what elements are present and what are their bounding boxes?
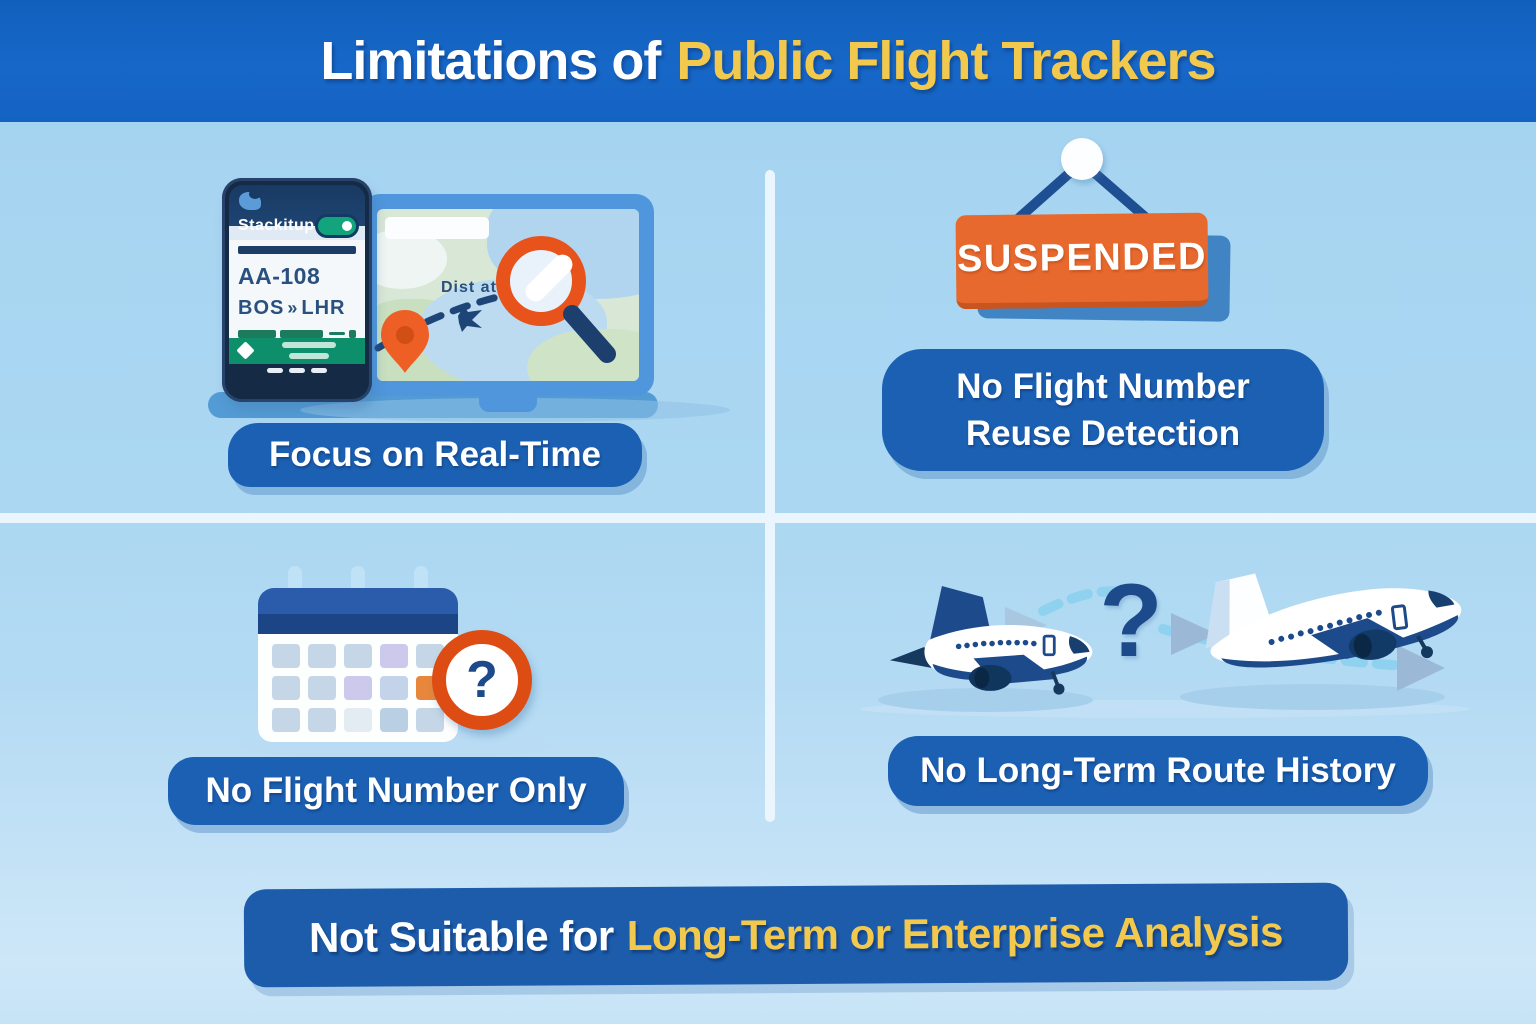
map-search-bar (385, 217, 489, 239)
title-banner: Limitations of Public Flight Trackers (0, 0, 1536, 122)
calendar-day-cell (344, 676, 372, 700)
location-pin-icon (381, 310, 429, 373)
flight-number: AA-108 (238, 262, 321, 289)
footer-text: Not Suitable for Long-Term or Enterprise … (309, 908, 1283, 962)
caption-line-1: No Flight Number (956, 366, 1250, 406)
airplane-right-icon (1205, 573, 1462, 668)
calendar-day-cell (308, 708, 336, 732)
airplane-left-icon (889, 586, 1093, 695)
flight-route: BOS» LHR (238, 297, 356, 320)
caption-text: No Flight Number Reuse Detection (956, 363, 1250, 458)
title-prefix: Limitations of (320, 31, 661, 91)
toggle-switch-icon (318, 217, 356, 235)
caption-text: No Flight Number Only (205, 771, 587, 810)
calendar-day-cell (380, 708, 408, 732)
calendar-day-cell (416, 708, 444, 732)
dashed-route-line (1038, 586, 1128, 616)
calendar-day-cell (272, 676, 300, 700)
route-arrow-icon (1397, 645, 1445, 691)
phone-footer-button (229, 337, 365, 365)
calendar-day-cell (344, 708, 372, 732)
caption-no-long-term-route-history: No Long-Term Route History (888, 736, 1428, 806)
footer-banner: Not Suitable for Long-Term or Enterprise … (243, 882, 1349, 988)
bird-logo-icon (239, 189, 261, 210)
calendar-day-cell (380, 644, 408, 668)
suspended-sign: SUSPENDED (955, 212, 1209, 310)
caption-text: No Long-Term Route History (920, 751, 1396, 790)
calendar-day-cell (380, 676, 408, 700)
laptop-stand (479, 394, 537, 412)
route-arrow-icon: » (287, 297, 299, 318)
route-plane-icon (458, 306, 482, 332)
map-cloud-shape (377, 229, 447, 289)
route-arrow-icon (1171, 613, 1217, 655)
phone-screen: Stackitup AA-108 BOS» LHR (229, 185, 365, 377)
vertical-divider (765, 170, 775, 822)
phone-illustration: Stackitup AA-108 BOS» LHR (222, 178, 372, 402)
phone-home-bar (229, 364, 365, 377)
calendar-day-cell (308, 676, 336, 700)
calendar-day-cell (344, 644, 372, 668)
route-destination: LHR (301, 296, 346, 319)
caption-no-flight-number-reuse-detection: No Flight Number Reuse Detection (882, 349, 1324, 471)
question-badge-glyph: ? (466, 651, 498, 709)
footer-text-bars (262, 342, 355, 360)
status-text-bars (238, 329, 356, 338)
sign-hook-circle (1061, 138, 1103, 180)
magnifier-icon (496, 236, 616, 363)
route-origin: BOS (238, 296, 285, 319)
map-route-overlay (374, 236, 616, 373)
phone-app-header: Stackitup (229, 185, 365, 235)
suspended-sign-text: SUSPENDED (956, 235, 1208, 280)
footer-highlight: Long-Term or Enterprise Analysis (626, 908, 1284, 960)
calendar-header (258, 588, 458, 634)
caption-focus-on-real-time: Focus on Real-Time (228, 423, 642, 487)
calendar-day-cell (272, 708, 300, 732)
calendar-day-cell (272, 644, 300, 668)
question-mark: ? (1099, 562, 1163, 679)
calendar-day-cell (308, 644, 336, 668)
question-badge-icon: ? (432, 630, 532, 730)
diamond-icon (236, 341, 255, 361)
map-label: Dist ator (441, 279, 515, 296)
caption-line-2: Reuse Detection (965, 414, 1241, 453)
flight-card: AA-108 BOS» LHR (229, 225, 365, 338)
calendar-grid (258, 634, 458, 742)
caption-text: Focus on Real-Time (269, 435, 601, 474)
caption-no-flight-number-only: No Flight Number Only (168, 757, 624, 825)
phone-app-name: Stackitup (238, 217, 315, 234)
card-navy-bar (238, 245, 356, 254)
horizontal-divider (0, 513, 1536, 523)
footer-prefix: Not Suitable for (308, 912, 614, 961)
page-title: Limitations of Public Flight Trackers (320, 30, 1216, 92)
title-highlight: Public Flight Trackers (676, 31, 1216, 91)
